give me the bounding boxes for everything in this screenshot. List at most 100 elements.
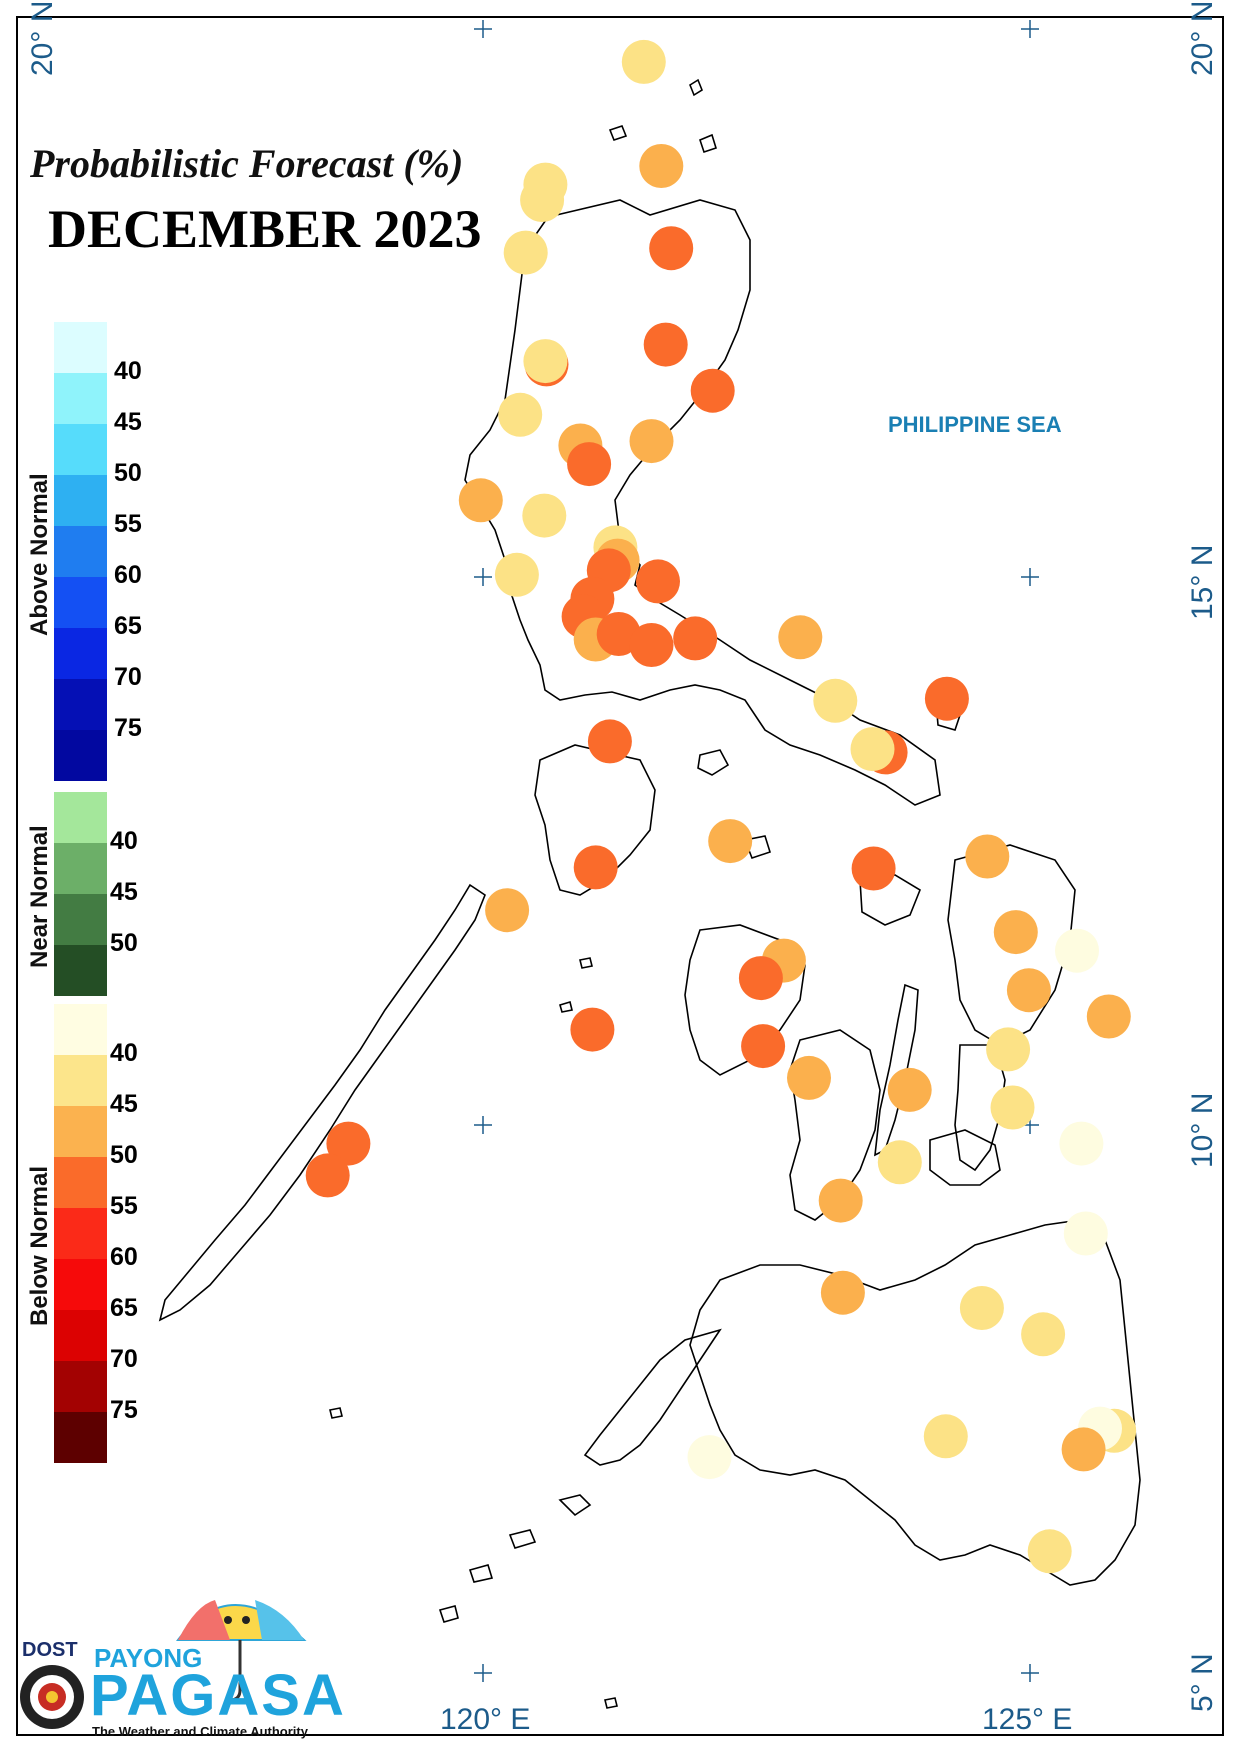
station-marker	[305, 1153, 350, 1198]
lon-label-120: 120° E	[440, 1703, 531, 1736]
legend-swatch-above-normal	[54, 679, 107, 730]
station-marker	[787, 1055, 831, 1100]
lat-label-20-left: 20° N	[26, 0, 59, 76]
mindanao-outline	[689, 1219, 1141, 1586]
station-marker	[567, 442, 612, 487]
map-title: Probabilistic Forecast (%)	[30, 141, 464, 186]
station-marker	[850, 727, 895, 772]
legend-swatch-near-normal	[54, 894, 107, 945]
lat-label-5: 5° N	[1186, 1653, 1219, 1712]
station-marker	[570, 1007, 615, 1052]
legend-swatch-near-normal	[54, 843, 107, 894]
station-marker	[924, 676, 969, 721]
station-marker	[522, 493, 567, 538]
station-marker	[621, 39, 666, 84]
legend-group-below-normal: Below Normal	[26, 1165, 53, 1326]
legend-swatch-below-normal	[54, 1157, 107, 1208]
station-marker	[503, 230, 548, 275]
lat-label-20-right: 20° N	[1186, 0, 1219, 76]
legend-tick-label-above-normal: 75	[114, 714, 142, 742]
legend-tick-label-below-normal: 65	[110, 1294, 138, 1322]
palawan-outline	[158, 883, 486, 1322]
station-marker	[520, 178, 565, 222]
masbate-outline	[859, 874, 921, 926]
station-marker	[687, 1435, 732, 1480]
station-marker	[494, 552, 539, 597]
graticule-cross	[474, 1116, 492, 1134]
zamboanga-outline	[583, 1328, 722, 1466]
legend-swatch-below-normal	[54, 1361, 107, 1412]
legend-tick-label-below-normal: 70	[110, 1345, 138, 1373]
pagasa-umbrella-logo	[176, 1600, 307, 1702]
legend-swatch-below-normal	[54, 1310, 107, 1361]
station-marker	[629, 623, 674, 667]
samar-outline	[947, 844, 1076, 1046]
station-marker	[458, 478, 503, 523]
legend-swatch-above-normal	[54, 628, 107, 679]
legend-swatch-above-normal	[54, 577, 107, 628]
station-marker	[643, 322, 688, 367]
legend-tick-label-above-normal: 45	[114, 408, 142, 436]
lon-label-125: 125° E	[982, 1703, 1073, 1736]
dost-logo-text: DOST	[22, 1639, 78, 1661]
graticule-cross	[1021, 1664, 1039, 1682]
station-marker	[1086, 994, 1131, 1039]
legend-swatch-below-normal	[54, 1208, 107, 1259]
legend-swatch-near-normal	[54, 792, 107, 843]
station-marker	[523, 339, 568, 384]
station-markers	[305, 39, 1137, 1574]
station-marker	[636, 559, 680, 604]
station-marker	[965, 834, 1010, 879]
legend-tick-label-near-normal: 50	[110, 929, 138, 957]
graticule-cross	[1021, 568, 1039, 586]
payong-logo-text: PAYONG	[94, 1643, 203, 1673]
station-marker	[990, 1085, 1035, 1130]
station-marker	[1021, 1312, 1066, 1357]
legend-swatch-above-normal	[54, 424, 107, 475]
graticule-cross	[474, 20, 492, 38]
legend-swatch-above-normal	[54, 373, 107, 424]
station-marker	[629, 419, 674, 464]
legend-group-near-normal: Near Normal	[26, 825, 53, 968]
legend-tick-label-above-normal: 70	[114, 663, 142, 691]
legend-tick-label-above-normal: 65	[114, 612, 142, 640]
legend-swatch-below-normal	[54, 1412, 107, 1463]
station-marker	[738, 956, 783, 1001]
station-marker	[573, 845, 618, 890]
legend-swatch-above-normal	[54, 475, 107, 526]
station-marker	[639, 144, 684, 188]
legend-tick-label-near-normal: 45	[110, 878, 138, 906]
marinduque-outline	[697, 749, 730, 776]
station-marker	[778, 615, 823, 660]
sulu-islands-outline	[438, 1494, 592, 1623]
legend-tick-label-above-normal: 50	[114, 459, 142, 487]
station-marker	[993, 910, 1038, 955]
station-marker	[1061, 1427, 1106, 1472]
lat-label-15: 15° N	[1186, 544, 1219, 620]
legend-tick-label-below-normal: 75	[110, 1396, 138, 1424]
legend-swatches	[54, 322, 107, 1463]
legend-tick-label-below-normal: 45	[110, 1090, 138, 1118]
station-marker	[649, 226, 694, 271]
legend-tick-label-near-normal: 40	[110, 827, 138, 855]
legend-group-above-normal: Above Normal	[26, 473, 53, 636]
station-marker	[1063, 1211, 1108, 1256]
legend-tick-label-above-normal: 55	[114, 510, 142, 538]
legend-tick-label-below-normal: 60	[110, 1243, 138, 1271]
legend-tick-label-above-normal: 40	[114, 357, 142, 385]
station-marker	[741, 1024, 786, 1069]
legend-swatch-below-normal	[54, 1055, 107, 1106]
legend-swatch-above-normal	[54, 322, 107, 373]
station-marker	[923, 1414, 968, 1459]
station-marker	[498, 392, 543, 437]
graticule-cross	[1021, 20, 1039, 38]
sea-label: PHILIPPINE SEA	[888, 412, 1062, 437]
bohol-outline	[929, 1129, 1001, 1186]
station-marker	[1027, 1529, 1072, 1574]
station-marker	[813, 678, 858, 723]
station-marker	[1006, 968, 1051, 1013]
legend-swatch-above-normal	[54, 730, 107, 781]
station-marker	[485, 888, 530, 933]
